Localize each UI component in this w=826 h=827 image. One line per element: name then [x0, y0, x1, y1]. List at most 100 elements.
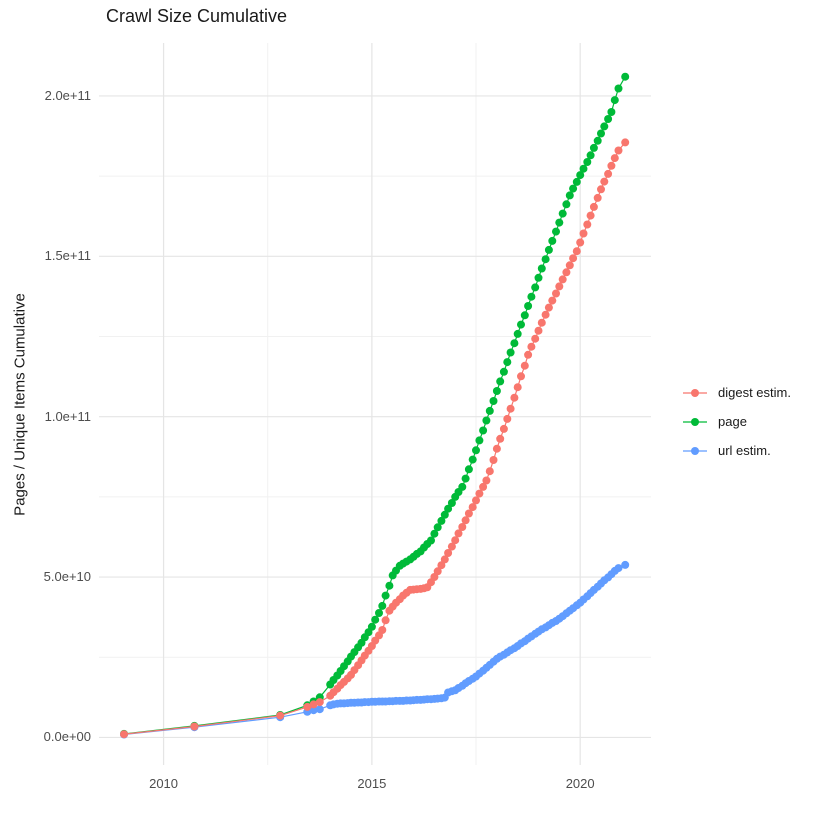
data-point-page	[572, 177, 581, 186]
data-series-layer	[120, 72, 630, 739]
data-point-page	[607, 108, 616, 116]
series-line-url-estim	[123, 564, 626, 736]
data-point-digest-estim	[541, 310, 550, 319]
data-point-digest-estim	[517, 372, 525, 381]
series-digest-estim	[120, 138, 630, 739]
data-point-digest-estim	[461, 516, 470, 525]
data-point-digest-estim	[593, 193, 602, 202]
data-point-digest-estim	[468, 503, 477, 512]
data-point-digest-estim	[464, 509, 473, 518]
data-point-page	[513, 329, 522, 338]
legend: digest estim. page url estim.	[682, 378, 791, 465]
data-point-page	[367, 622, 376, 631]
data-point-page	[427, 536, 435, 545]
data-point-digest-estim	[537, 318, 546, 327]
data-point-digest-estim	[524, 350, 533, 359]
data-point-digest-estim	[621, 138, 630, 147]
data-point-page	[485, 406, 494, 415]
data-point-page	[385, 581, 394, 590]
data-point-digest-estim	[381, 616, 390, 625]
legend-label-url-estim: url estim.	[718, 443, 771, 458]
data-point-digest-estim	[506, 404, 515, 413]
data-point-page	[510, 339, 519, 348]
data-point-url-estim	[621, 560, 630, 569]
data-point-digest-estim	[572, 247, 581, 256]
y-tick-label: 0.0e+00	[43, 729, 91, 745]
data-point-page	[464, 465, 473, 474]
data-point-page	[472, 446, 480, 455]
data-point-page	[565, 191, 574, 200]
data-point-page	[604, 115, 613, 123]
data-point-page	[569, 184, 578, 193]
data-point-digest-estim	[309, 700, 318, 709]
y-tick-label: 5.0e+10	[43, 569, 91, 585]
data-point-page	[555, 218, 564, 227]
data-point-page	[489, 397, 498, 405]
data-point-page	[576, 171, 585, 180]
data-point-page	[381, 591, 390, 600]
data-point-digest-estim	[614, 146, 623, 155]
gridlines-minor	[99, 43, 651, 765]
series-line-page	[123, 76, 626, 735]
data-point-digest-estim	[378, 626, 387, 634]
data-point-digest-estim	[548, 296, 557, 305]
data-point-page	[544, 245, 553, 254]
data-point-page	[610, 96, 619, 105]
data-point-page	[447, 499, 456, 507]
data-point-digest-estim	[496, 434, 505, 443]
data-point-page	[579, 164, 588, 173]
data-point-digest-estim	[489, 456, 498, 464]
data-point-page	[444, 504, 453, 513]
data-point-page	[614, 84, 623, 93]
data-point-digest-estim	[531, 334, 540, 343]
data-point-page	[558, 209, 567, 218]
data-point-digest-estim	[482, 476, 491, 485]
legend-key-page-icon	[683, 417, 707, 426]
legend-key-url-icon	[683, 446, 707, 455]
chart-title: Crawl Size Cumulative	[106, 6, 288, 26]
data-point-page	[482, 416, 491, 425]
data-point-digest-estim	[600, 177, 609, 186]
legend-key-digest-icon	[683, 388, 707, 397]
data-point-digest-estim	[576, 238, 585, 247]
data-point-page	[562, 200, 571, 209]
data-point-page	[479, 426, 488, 435]
data-point-page	[458, 482, 467, 491]
data-point-page	[461, 474, 470, 483]
data-point-digest-estim	[458, 523, 467, 531]
data-point-digest-estim	[555, 282, 564, 291]
legend-label-digest-estim: digest estim.	[718, 385, 791, 400]
data-point-digest-estim	[475, 489, 484, 498]
data-point-page	[375, 609, 383, 617]
legend-item-page: page	[682, 407, 791, 436]
data-point-digest-estim	[303, 702, 312, 711]
data-point-digest-estim	[485, 467, 494, 476]
data-point-digest-estim	[492, 444, 501, 453]
data-point-digest-estim	[433, 567, 442, 576]
data-point-page	[621, 72, 630, 81]
data-point-page	[468, 455, 477, 464]
data-point-digest-estim	[552, 289, 560, 298]
data-point-digest-estim	[472, 496, 480, 505]
data-point-page	[552, 227, 560, 236]
data-point-page	[531, 283, 540, 292]
data-point-digest-estim	[437, 561, 446, 570]
x-tick-label: 2020	[565, 776, 595, 791]
data-point-digest-estim	[315, 698, 324, 707]
data-point-page	[597, 129, 605, 138]
data-point-digest-estim	[510, 393, 519, 402]
data-point-url-estim	[315, 705, 324, 714]
data-point-digest-estim	[607, 161, 616, 170]
data-point-page	[534, 273, 543, 282]
data-point-digest-estim	[558, 275, 567, 284]
data-point-digest-estim	[534, 326, 543, 335]
data-point-page	[527, 292, 536, 301]
data-point-page	[520, 311, 529, 320]
data-point-page	[371, 615, 380, 624]
data-point-page	[475, 436, 484, 445]
data-point-digest-estim	[444, 549, 453, 557]
data-point-digest-estim	[499, 424, 508, 433]
data-point-digest-estim	[586, 211, 595, 220]
data-point-page	[506, 348, 515, 357]
x-tick-label: 2015	[357, 776, 387, 791]
